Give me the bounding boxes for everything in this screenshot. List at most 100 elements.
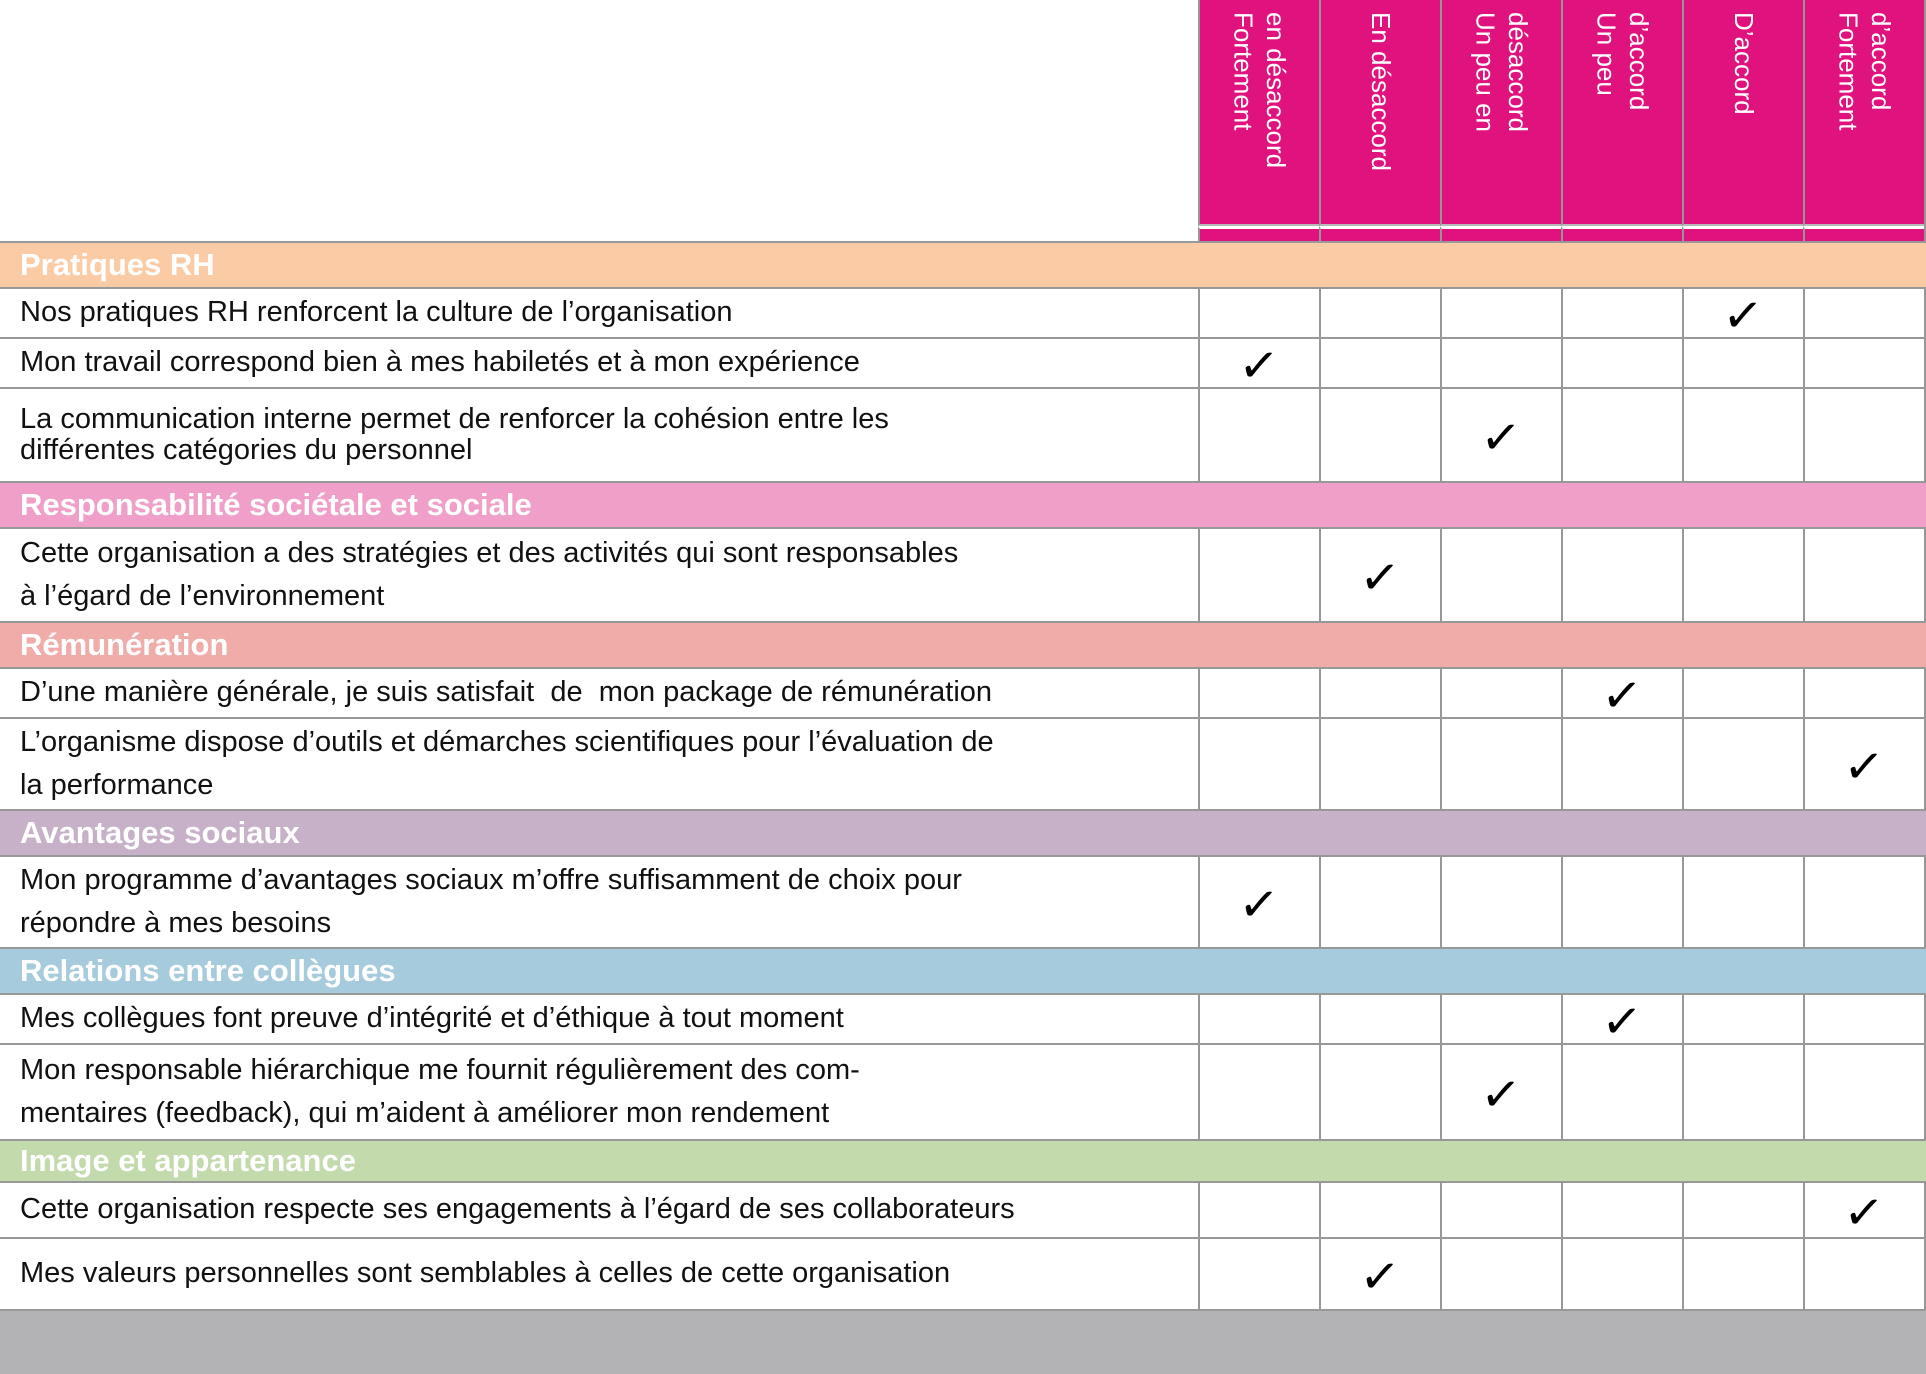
answer-cell[interactable] (1561, 857, 1682, 947)
question-row: Mes valeurs personnelles sont semblables… (0, 1237, 1926, 1309)
answer-cell[interactable] (1198, 669, 1319, 717)
answer-cell[interactable] (1803, 1239, 1924, 1309)
column-header-label: Fortement en désaccord (1228, 12, 1292, 169)
section-header-image-appartenance: Image et appartenance (0, 1139, 1926, 1181)
answer-cell[interactable] (1682, 719, 1803, 809)
answer-cell[interactable]: ✓ (1319, 529, 1440, 621)
answer-cell[interactable]: ✓ (1803, 1183, 1924, 1243)
answer-cell[interactable] (1561, 529, 1682, 621)
strip-cell (1803, 226, 1924, 241)
answer-cell[interactable] (1198, 389, 1319, 481)
answer-cell[interactable] (1319, 995, 1440, 1043)
answer-cell[interactable] (1440, 289, 1561, 337)
answer-cell[interactable] (1198, 719, 1319, 809)
answer-cell[interactable] (1319, 389, 1440, 481)
answer-cell[interactable]: ✓ (1803, 719, 1924, 809)
answer-cell[interactable] (1803, 339, 1924, 387)
answer-cell[interactable] (1198, 289, 1319, 337)
answer-cell[interactable] (1803, 289, 1924, 337)
rating-header-cells: Fortement en désaccord En désaccord Un p… (1198, 0, 1926, 226)
answer-cell[interactable] (1803, 669, 1924, 717)
checkmark-icon: ✓ (1841, 737, 1887, 797)
answer-cell[interactable] (1682, 1239, 1803, 1309)
column-header-label: En désaccord (1365, 12, 1396, 171)
question-row: Mon travail correspond bien à mes habile… (0, 336, 1926, 396)
answer-cell[interactable] (1319, 1183, 1440, 1237)
answer-cell[interactable] (1561, 1045, 1682, 1139)
checkmark-icon: ✓ (1357, 548, 1403, 608)
answer-cell[interactable] (1682, 669, 1803, 717)
answer-cell[interactable] (1440, 1239, 1561, 1309)
answer-cell[interactable] (1198, 1183, 1319, 1237)
answer-cell[interactable]: ✓ (1319, 1239, 1440, 1309)
answer-cell[interactable] (1319, 339, 1440, 387)
answer-cell[interactable] (1440, 995, 1561, 1043)
answer-cell[interactable] (1803, 857, 1924, 947)
answer-cell[interactable] (1561, 1239, 1682, 1309)
section-title: Image et appartenance (20, 1143, 356, 1178)
answer-cell[interactable] (1561, 389, 1682, 481)
section-title: Pratiques RH (20, 247, 215, 282)
answer-cell[interactable] (1440, 857, 1561, 947)
answer-cell[interactable] (1682, 529, 1803, 621)
footer-bar (0, 1309, 1926, 1374)
answer-cell[interactable] (1561, 1183, 1682, 1237)
column-header-label: D’accord (1728, 12, 1759, 115)
answer-cell[interactable] (1803, 995, 1924, 1043)
checkmark-icon: ✓ (1236, 875, 1282, 935)
answer-cell[interactable] (1682, 339, 1803, 387)
answer-cell[interactable] (1440, 1183, 1561, 1237)
checkmark-icon: ✓ (1841, 1183, 1887, 1243)
question-text-cell: Mon responsable hiérarchique me fournit … (20, 1053, 860, 1130)
answer-cell[interactable]: ✓ (1682, 286, 1803, 346)
column-header-un-peu-en-desaccord: Un peu en désaccord (1440, 0, 1561, 226)
section-title: Avantages sociaux (20, 815, 300, 850)
answer-cell[interactable] (1440, 669, 1561, 717)
answer-cell[interactable] (1803, 529, 1924, 621)
answer-cell[interactable] (1198, 995, 1319, 1043)
answer-cell[interactable] (1682, 857, 1803, 947)
answer-cell[interactable] (1682, 1183, 1803, 1237)
answer-cell[interactable] (1682, 995, 1803, 1043)
answer-cell[interactable] (1319, 719, 1440, 809)
answer-cell[interactable] (1682, 1045, 1803, 1139)
question-row: Mes collègues font preuve d’intégrité et… (0, 992, 1926, 1052)
question-row: Mon responsable hiérarchique me fournit … (0, 1043, 1926, 1139)
answer-cell[interactable] (1319, 1045, 1440, 1139)
answer-cell[interactable] (1319, 289, 1440, 337)
strip-cell (1319, 226, 1440, 241)
header-spacer (0, 0, 1198, 226)
answer-cell[interactable] (1682, 389, 1803, 481)
question-text-cell: Mes collègues font preuve d’intégrité et… (20, 1002, 844, 1035)
answer-cell[interactable] (1319, 857, 1440, 947)
checkmark-icon: ✓ (1720, 286, 1766, 346)
answer-cell[interactable] (1440, 339, 1561, 387)
answer-cell[interactable] (1198, 1239, 1319, 1309)
question-text-cell: Mon programme d’avantages sociaux m’offr… (20, 863, 962, 940)
answer-cell[interactable] (1561, 339, 1682, 387)
answer-cell[interactable] (1440, 719, 1561, 809)
answer-cell[interactable] (1198, 1045, 1319, 1139)
section-header-responsabilite-societale: Responsabilité sociétale et sociale (0, 481, 1926, 527)
column-header-en-desaccord: En désaccord (1319, 0, 1440, 226)
answer-cell[interactable] (1440, 529, 1561, 621)
column-header-label: Un peu d’accord (1591, 12, 1655, 111)
answer-cell[interactable]: ✓ (1561, 666, 1682, 726)
checkmark-icon: ✓ (1478, 408, 1524, 468)
answer-cell[interactable]: ✓ (1440, 1045, 1561, 1139)
section-title: Responsabilité sociétale et sociale (20, 487, 532, 522)
strip-cell (1198, 226, 1319, 241)
answer-cell[interactable]: ✓ (1561, 992, 1682, 1052)
answer-cell[interactable] (1803, 389, 1924, 481)
answer-cell[interactable] (1561, 719, 1682, 809)
answer-cell[interactable] (1198, 529, 1319, 621)
answer-cell[interactable]: ✓ (1440, 389, 1561, 481)
answer-cell[interactable]: ✓ (1198, 336, 1319, 396)
question-row: D’une manière générale, je suis satisfai… (0, 666, 1926, 726)
answer-cell[interactable] (1561, 289, 1682, 337)
answer-cell[interactable] (1803, 1045, 1924, 1139)
column-header-label: Fortement d’accord (1833, 12, 1897, 131)
answer-cell[interactable] (1319, 669, 1440, 717)
answer-cell[interactable]: ✓ (1198, 857, 1319, 947)
question-text-cell: Nos pratiques RH renforcent la culture d… (20, 296, 733, 329)
